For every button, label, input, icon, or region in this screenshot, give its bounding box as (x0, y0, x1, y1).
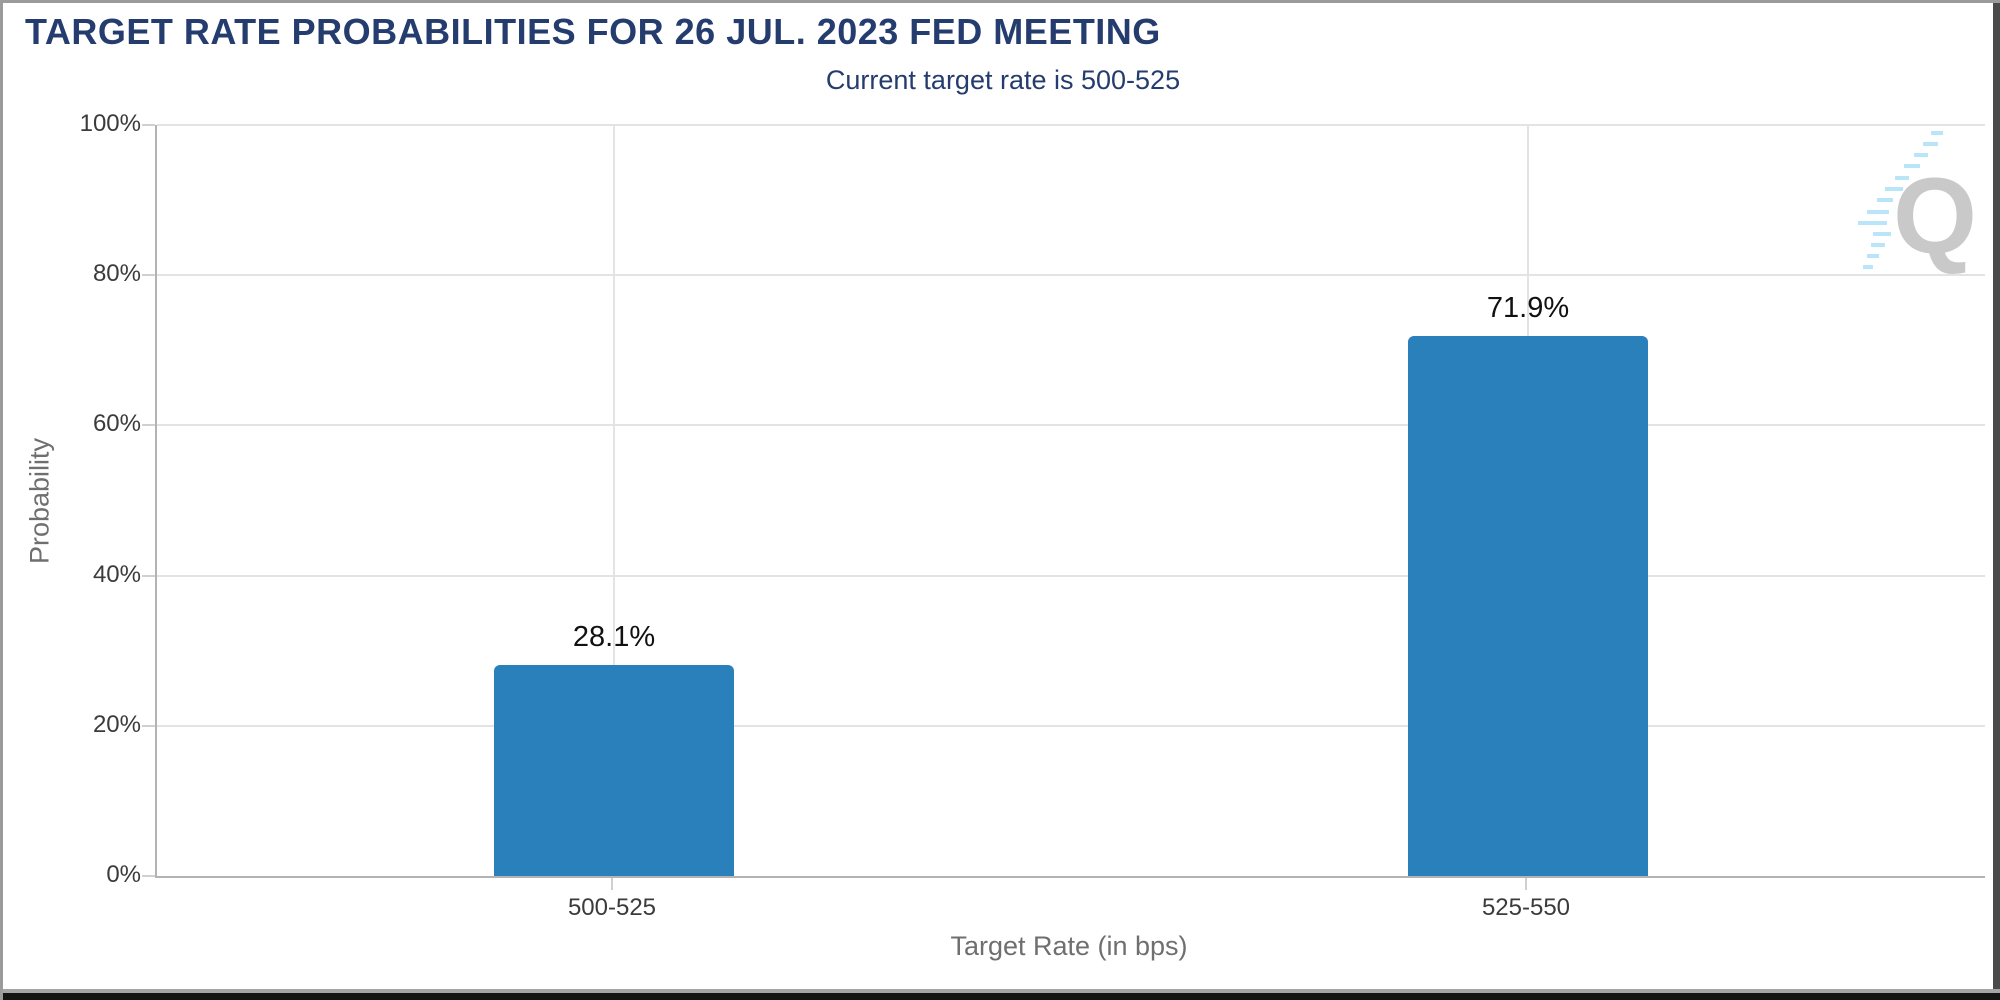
v-gridline (613, 125, 615, 876)
y-tick-mark (142, 424, 155, 427)
x-tick-label: 525-550 (1481, 894, 1571, 921)
y-tick-label: 20% (92, 710, 141, 738)
chart-subtitle: Current target rate is 500-525 (825, 65, 1181, 95)
bar-value-label: 28.1% (572, 620, 656, 653)
window-right-edge (1993, 3, 2000, 993)
y-tick-label: 80% (92, 260, 141, 288)
y-tick-mark (142, 274, 155, 277)
bar (1408, 336, 1648, 876)
window-bottom-border (3, 989, 2000, 993)
x-axis-title: Target Rate (in bps) (950, 931, 1188, 961)
y-tick-mark (142, 724, 155, 727)
plot-area: 28.1% 71.9% (155, 124, 1985, 878)
h-gridline (157, 424, 1985, 427)
y-tick-mark (142, 124, 155, 126)
h-gridline (157, 724, 1985, 727)
h-gridline (157, 274, 1985, 277)
page-title: TARGET RATE PROBABILITIES FOR 26 JUL. 20… (25, 11, 1161, 52)
y-tick-label: 100% (79, 110, 141, 137)
h-gridline (157, 574, 1985, 577)
x-tick-mark (611, 878, 613, 890)
y-tick-label: 60% (92, 410, 141, 438)
y-tick-mark (142, 574, 155, 577)
h-gridline (157, 124, 1985, 126)
y-tick-label: 40% (92, 560, 141, 588)
bar-value-label: 71.9% (1486, 292, 1570, 325)
x-tick-label: 500-525 (567, 894, 657, 921)
x-tick-mark (1525, 878, 1527, 890)
quikstrike-q-logo-icon: Q (1858, 131, 1977, 276)
y-tick-label: 0% (106, 861, 141, 888)
y-tick-mark (142, 875, 155, 877)
watermark-q-letter: Q (1893, 155, 1977, 276)
y-axis-title: Probability (24, 437, 55, 565)
window-bottom-edge (3, 993, 2000, 1000)
bar (494, 664, 734, 876)
